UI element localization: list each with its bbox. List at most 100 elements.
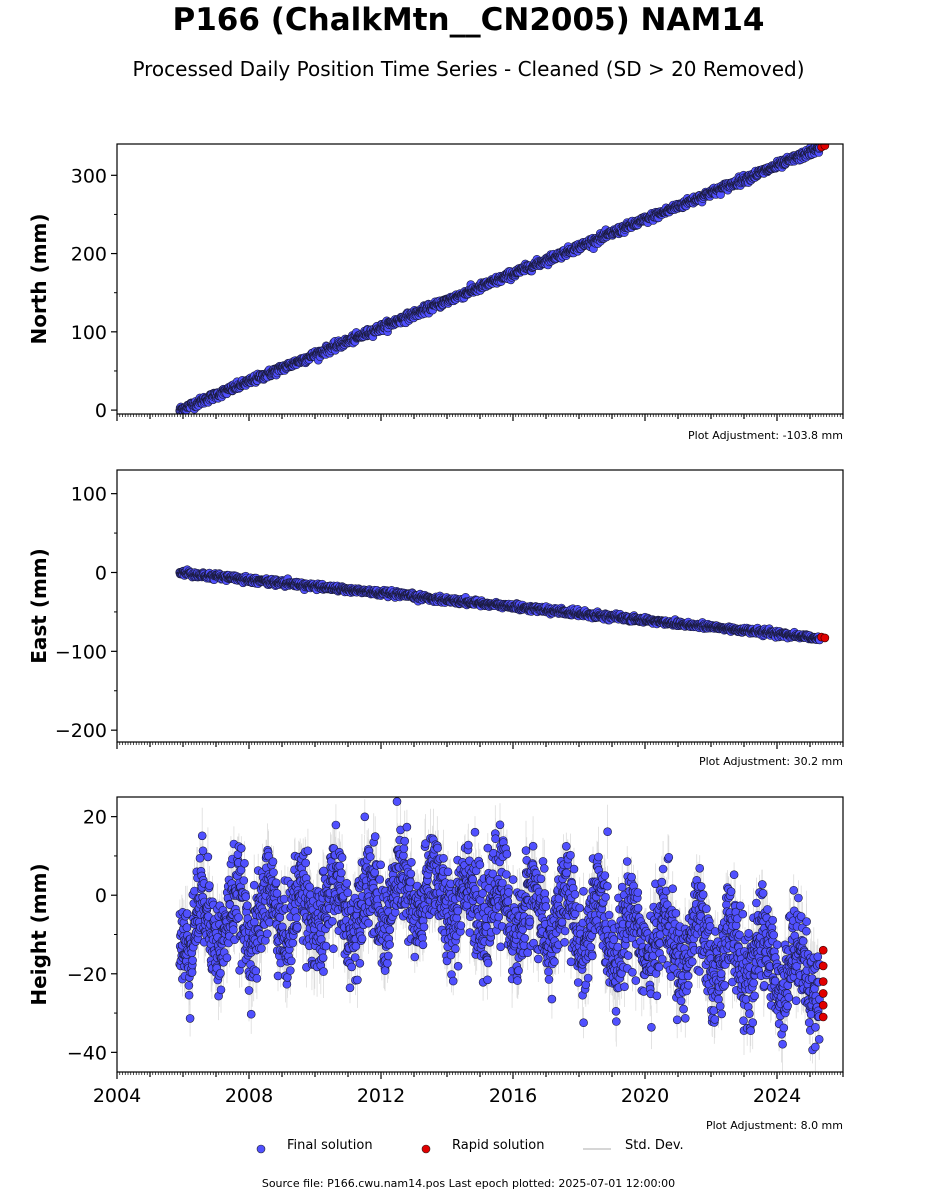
final-point xyxy=(453,961,463,971)
final-point xyxy=(380,966,390,975)
chart-subtitle: Processed Daily Position Time Series - C… xyxy=(132,57,805,81)
north-y-axis-label: North (mm) xyxy=(27,213,51,344)
final-point xyxy=(448,976,458,986)
east-rapid-points xyxy=(817,632,830,643)
east-final-points xyxy=(175,565,824,645)
y-tick-label: 100 xyxy=(71,484,107,506)
final-point xyxy=(251,966,261,976)
final-point xyxy=(418,940,428,950)
final-point xyxy=(303,846,313,856)
final-point xyxy=(453,906,463,916)
final-point xyxy=(402,822,412,832)
final-point xyxy=(205,881,214,890)
final-point xyxy=(234,913,243,922)
final-point xyxy=(385,925,395,935)
final-point xyxy=(342,878,352,888)
final-point xyxy=(319,967,328,976)
y-tick-label: 300 xyxy=(71,165,107,187)
final-point xyxy=(410,952,420,962)
final-point xyxy=(273,971,283,981)
final-point xyxy=(216,985,226,995)
final-point xyxy=(383,958,392,968)
final-point xyxy=(347,962,357,972)
final-point xyxy=(246,1009,256,1019)
east-data-marks xyxy=(175,565,830,645)
final-point xyxy=(451,944,460,954)
final-point xyxy=(182,923,192,932)
y-tick-label: 200 xyxy=(71,244,107,266)
final-point xyxy=(197,831,207,841)
final-point xyxy=(252,973,262,983)
y-tick-label: 0 xyxy=(95,400,107,422)
final-point xyxy=(243,901,252,910)
final-point xyxy=(353,975,362,985)
final-point xyxy=(187,968,197,977)
north-final-points xyxy=(175,144,824,414)
final-point xyxy=(439,853,448,863)
final-point xyxy=(257,944,266,953)
final-point xyxy=(278,922,287,932)
final-point xyxy=(203,852,213,862)
final-point xyxy=(285,966,295,975)
final-point xyxy=(292,923,302,932)
final-point xyxy=(222,953,232,963)
final-point xyxy=(452,913,462,923)
final-point xyxy=(456,921,466,930)
final-point xyxy=(241,892,251,902)
final-point xyxy=(443,867,453,877)
y-tick-label: 0 xyxy=(95,562,107,584)
final-point xyxy=(216,968,225,978)
final-point xyxy=(286,956,296,966)
final-point xyxy=(355,958,365,968)
final-point xyxy=(185,1014,195,1023)
east-panel: 100 0 −100 −200 East (mm) xyxy=(27,469,844,749)
final-point xyxy=(239,876,249,885)
final-point xyxy=(463,840,473,850)
final-point xyxy=(337,853,347,862)
final-point xyxy=(336,868,346,878)
final-point xyxy=(360,812,370,822)
final-point xyxy=(184,981,194,990)
north-rapid-points xyxy=(817,144,830,152)
final-point xyxy=(288,938,298,948)
final-point xyxy=(229,925,238,935)
chart-title: P166 (ChalkMtn__CN2005) NAM14 xyxy=(172,2,765,38)
final-point xyxy=(365,852,375,862)
final-point xyxy=(321,941,331,951)
final-point xyxy=(328,916,337,926)
final-point xyxy=(301,858,311,868)
final-point xyxy=(249,880,259,890)
final-point xyxy=(244,986,254,995)
final-point xyxy=(319,866,329,876)
final-point xyxy=(433,843,442,853)
east-y-axis-label: East (mm) xyxy=(27,548,51,664)
final-point xyxy=(305,882,314,892)
north-panel: 0 100 200 300 North (mm) xyxy=(27,143,844,422)
final-point xyxy=(399,844,409,853)
final-point xyxy=(385,940,394,949)
final-point xyxy=(406,869,416,879)
final-point xyxy=(262,929,272,939)
rapid-point xyxy=(820,144,830,150)
final-point xyxy=(376,860,386,870)
north-data-marks xyxy=(175,144,830,414)
final-point xyxy=(237,843,246,853)
final-point xyxy=(271,878,281,888)
final-point xyxy=(345,983,355,993)
final-point xyxy=(400,836,410,846)
y-tick-label: −100 xyxy=(55,641,107,663)
final-point xyxy=(329,944,338,954)
final-point xyxy=(375,875,385,884)
height-data-marks xyxy=(175,797,828,1072)
final-point xyxy=(188,956,197,965)
final-point xyxy=(268,857,278,867)
final-point xyxy=(331,820,341,830)
final-point xyxy=(240,858,249,868)
final-point xyxy=(399,851,408,860)
final-point xyxy=(357,934,367,944)
final-point xyxy=(195,853,205,863)
final-point xyxy=(407,857,416,867)
final-point xyxy=(383,951,393,961)
